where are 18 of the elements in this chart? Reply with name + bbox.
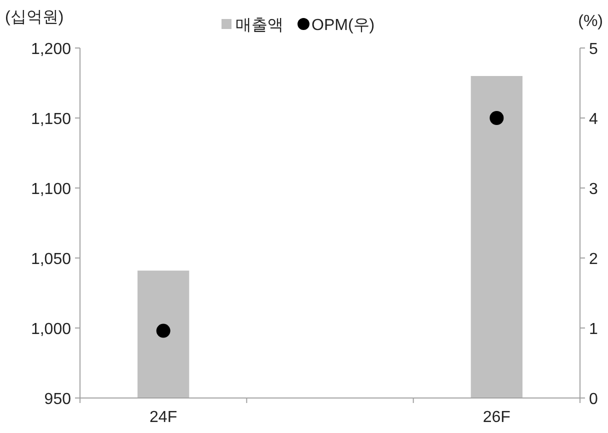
y-tick-label: 1,150 (30, 111, 72, 128)
y2-tick-label: 0 (589, 391, 598, 408)
y2-axis-title: (%) (578, 13, 603, 30)
x-tick-label: 24F (150, 409, 178, 426)
y-tick-label: 1,000 (30, 321, 72, 338)
y2-tick-label: 3 (589, 181, 598, 198)
y-tick-label: 950 (44, 391, 72, 408)
legend-label: 매출액 (236, 17, 284, 34)
y-tick-label: 1,100 (30, 181, 72, 198)
legend-label: OPM(우) (312, 17, 375, 34)
y2-tick-label: 1 (589, 321, 598, 338)
y-axis-title: (십억원) (5, 9, 64, 26)
y2-tick-label: 4 (589, 111, 598, 128)
y2-tick-label: 5 (589, 41, 598, 58)
y2-tick-label: 2 (589, 251, 598, 268)
y-tick-label: 1,050 (30, 251, 72, 268)
y-tick-label: 1,200 (30, 41, 72, 58)
x-tick-label: 26F (482, 409, 511, 426)
